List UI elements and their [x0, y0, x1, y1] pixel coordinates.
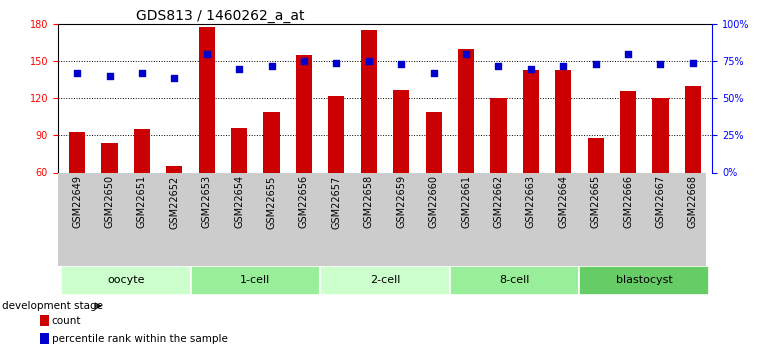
Bar — [450, 266, 579, 295]
Text: GSM22654: GSM22654 — [234, 175, 244, 228]
Text: GSM22657: GSM22657 — [331, 175, 341, 228]
Text: GSM22663: GSM22663 — [526, 175, 536, 228]
Point — [524, 66, 537, 71]
Text: GSM22651: GSM22651 — [137, 175, 147, 228]
Text: GSM22661: GSM22661 — [461, 175, 471, 228]
Point — [136, 70, 148, 76]
Point — [427, 70, 440, 76]
Point — [363, 58, 375, 64]
Text: GSM22659: GSM22659 — [397, 175, 407, 228]
Text: GSM22665: GSM22665 — [591, 175, 601, 228]
Text: GSM22668: GSM22668 — [688, 175, 698, 228]
Bar — [490, 98, 507, 172]
Bar — [360, 30, 377, 172]
Text: count: count — [52, 316, 82, 326]
Bar — [320, 266, 450, 295]
Text: oocyte: oocyte — [107, 275, 145, 285]
Point — [103, 73, 116, 79]
Bar — [263, 112, 280, 172]
Bar — [652, 98, 668, 172]
Bar — [134, 129, 150, 172]
Text: GSM22650: GSM22650 — [105, 175, 115, 228]
Text: GSM22652: GSM22652 — [169, 175, 179, 228]
Bar — [426, 112, 442, 172]
Bar — [588, 138, 604, 172]
Bar — [458, 49, 474, 172]
Point — [687, 60, 699, 66]
Text: GSM22660: GSM22660 — [429, 175, 439, 228]
Bar — [166, 166, 182, 172]
Bar — [620, 91, 636, 172]
Bar — [61, 266, 191, 295]
Point — [330, 60, 343, 66]
Bar — [579, 266, 709, 295]
Bar — [40, 334, 49, 345]
Point — [233, 66, 246, 71]
Point — [590, 61, 602, 67]
Bar — [523, 70, 539, 172]
Text: GSM22655: GSM22655 — [266, 175, 276, 228]
Text: GSM22667: GSM22667 — [655, 175, 665, 228]
Text: GSM22666: GSM22666 — [623, 175, 633, 228]
Point — [622, 51, 634, 57]
Point — [201, 51, 213, 57]
Text: GSM22664: GSM22664 — [558, 175, 568, 228]
Bar — [328, 96, 344, 172]
Text: GSM22662: GSM22662 — [494, 175, 504, 228]
Point — [557, 63, 569, 68]
Point — [266, 63, 278, 68]
Bar — [393, 90, 410, 172]
Bar — [685, 86, 701, 172]
Text: development stage: development stage — [2, 301, 103, 311]
Text: 1-cell: 1-cell — [240, 275, 270, 285]
Text: 8-cell: 8-cell — [500, 275, 530, 285]
Point — [395, 61, 407, 67]
Point — [654, 61, 667, 67]
Point — [492, 63, 504, 68]
Bar — [555, 70, 571, 172]
Text: 2-cell: 2-cell — [370, 275, 400, 285]
Bar — [191, 266, 320, 295]
Bar — [40, 315, 49, 326]
Point — [71, 70, 83, 76]
Text: GDS813 / 1460262_a_at: GDS813 / 1460262_a_at — [136, 9, 305, 23]
Text: blastocyst: blastocyst — [616, 275, 672, 285]
Point — [460, 51, 472, 57]
Text: percentile rank within the sample: percentile rank within the sample — [52, 334, 228, 344]
Bar — [199, 27, 215, 172]
Bar — [296, 55, 312, 172]
Text: GSM22649: GSM22649 — [72, 175, 82, 228]
Bar — [69, 132, 85, 172]
Bar — [102, 143, 118, 172]
Point — [298, 58, 310, 64]
Point — [168, 75, 180, 80]
Text: GSM22658: GSM22658 — [363, 175, 373, 228]
Text: GSM22656: GSM22656 — [299, 175, 309, 228]
Text: GSM22653: GSM22653 — [202, 175, 212, 228]
Bar — [231, 128, 247, 172]
